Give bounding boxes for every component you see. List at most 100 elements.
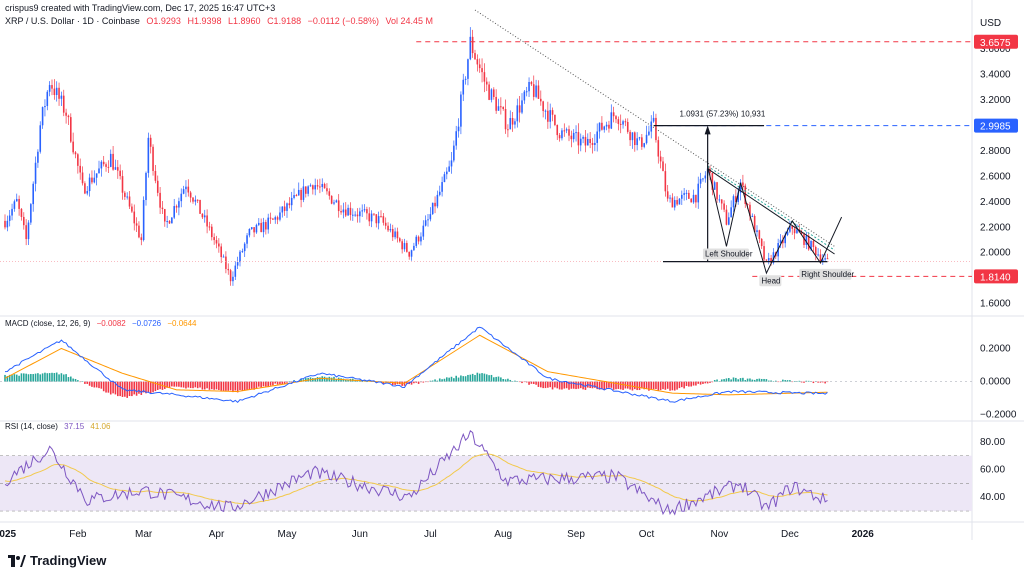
- rsi-ma-line[interactable]: [4, 453, 828, 505]
- candle-body[interactable]: [422, 225, 425, 237]
- candle-body[interactable]: [723, 203, 725, 210]
- candle-body[interactable]: [51, 85, 53, 89]
- candle-body[interactable]: [65, 112, 67, 116]
- candle-body[interactable]: [438, 191, 441, 195]
- candle-body[interactable]: [455, 131, 457, 146]
- candle-body[interactable]: [594, 142, 596, 145]
- candle-body[interactable]: [260, 222, 262, 233]
- candle-body[interactable]: [544, 110, 547, 112]
- candle-body[interactable]: [429, 214, 432, 220]
- candle-body[interactable]: [95, 173, 98, 178]
- candle-body[interactable]: [361, 210, 363, 212]
- candle-body[interactable]: [638, 137, 641, 139]
- candle-body[interactable]: [377, 216, 380, 224]
- candle-body[interactable]: [312, 185, 314, 190]
- candle-body[interactable]: [478, 64, 481, 69]
- candle-body[interactable]: [554, 114, 556, 125]
- candle-body[interactable]: [128, 196, 131, 207]
- head-and-shoulders-outline[interactable]: [707, 166, 843, 275]
- candle-body[interactable]: [112, 153, 114, 170]
- candle-body[interactable]: [62, 95, 65, 113]
- rsi-pane[interactable]: [0, 429, 972, 516]
- candle-body[interactable]: [800, 232, 803, 234]
- candle-body[interactable]: [18, 198, 20, 209]
- candle-body[interactable]: [537, 85, 540, 99]
- candle-body[interactable]: [281, 206, 284, 213]
- candle-body[interactable]: [760, 238, 763, 247]
- candle-body[interactable]: [100, 161, 103, 169]
- candle-body[interactable]: [666, 191, 669, 199]
- candle-body[interactable]: [20, 208, 23, 217]
- candle-body[interactable]: [55, 87, 58, 96]
- candle-body[interactable]: [742, 182, 744, 186]
- candle-body[interactable]: [509, 118, 512, 130]
- price-badge[interactable]: [974, 269, 1018, 284]
- candle-body[interactable]: [199, 199, 201, 214]
- candle-body[interactable]: [645, 134, 648, 144]
- candle-body[interactable]: [751, 215, 754, 217]
- candle-body[interactable]: [424, 220, 427, 226]
- candle-body[interactable]: [225, 256, 227, 269]
- candle-body[interactable]: [384, 222, 387, 226]
- candle-body[interactable]: [457, 126, 460, 132]
- candle-body[interactable]: [314, 185, 316, 190]
- candle-body[interactable]: [373, 213, 375, 215]
- candle-body[interactable]: [720, 199, 723, 204]
- candle-body[interactable]: [803, 233, 805, 245]
- candle-body[interactable]: [234, 265, 237, 277]
- candle-body[interactable]: [608, 124, 610, 129]
- candle-body[interactable]: [507, 129, 509, 131]
- candle-body[interactable]: [575, 132, 577, 134]
- candle-body[interactable]: [791, 225, 794, 229]
- candle-body[interactable]: [523, 91, 526, 101]
- candle-body[interactable]: [648, 131, 650, 135]
- candle-body[interactable]: [359, 211, 361, 217]
- candle-body[interactable]: [401, 241, 403, 250]
- candle-body[interactable]: [587, 138, 589, 146]
- candle-body[interactable]: [471, 36, 474, 54]
- candle-body[interactable]: [74, 152, 77, 155]
- candle-body[interactable]: [91, 177, 93, 183]
- candle-body[interactable]: [187, 186, 190, 193]
- candle-body[interactable]: [375, 214, 378, 224]
- candle-body[interactable]: [81, 172, 84, 184]
- candle-body[interactable]: [121, 176, 124, 193]
- candle-body[interactable]: [389, 228, 392, 231]
- candle-body[interactable]: [735, 196, 737, 202]
- candle-body[interactable]: [782, 239, 784, 244]
- candle-body[interactable]: [518, 105, 521, 113]
- candle-body[interactable]: [302, 186, 305, 200]
- candle-body[interactable]: [344, 209, 347, 216]
- candle-body[interactable]: [622, 121, 624, 125]
- candle-body[interactable]: [525, 91, 528, 93]
- candle-body[interactable]: [582, 136, 584, 139]
- candle-body[interactable]: [664, 171, 667, 192]
- candle-body[interactable]: [201, 213, 204, 218]
- candle-body[interactable]: [572, 132, 575, 140]
- candle-body[interactable]: [180, 193, 183, 202]
- candle-body[interactable]: [511, 118, 514, 125]
- candle-body[interactable]: [598, 122, 601, 132]
- candle-body[interactable]: [603, 126, 606, 130]
- candle-body[interactable]: [356, 214, 359, 217]
- candle-body[interactable]: [58, 87, 60, 99]
- rsi-title[interactable]: RSI (14, close): [5, 422, 58, 431]
- dotted-trend-line[interactable]: [474, 9, 835, 247]
- candle-body[interactable]: [481, 68, 483, 73]
- candle-body[interactable]: [685, 192, 688, 194]
- candle-body[interactable]: [772, 252, 775, 263]
- macd-line[interactable]: [4, 326, 828, 404]
- candle-body[interactable]: [460, 94, 462, 127]
- candle-body[interactable]: [213, 237, 215, 241]
- candle-body[interactable]: [387, 225, 389, 231]
- candle-body[interactable]: [86, 191, 89, 194]
- candle-body[interactable]: [822, 259, 824, 261]
- candle-body[interactable]: [382, 216, 385, 223]
- candle-body[interactable]: [41, 107, 44, 126]
- candle-body[interactable]: [189, 192, 192, 198]
- candle-body[interactable]: [671, 197, 674, 208]
- macd-signal-line[interactable]: [4, 334, 828, 396]
- candle-body[interactable]: [551, 110, 554, 115]
- candle-body[interactable]: [514, 121, 516, 125]
- candle-body[interactable]: [255, 224, 258, 233]
